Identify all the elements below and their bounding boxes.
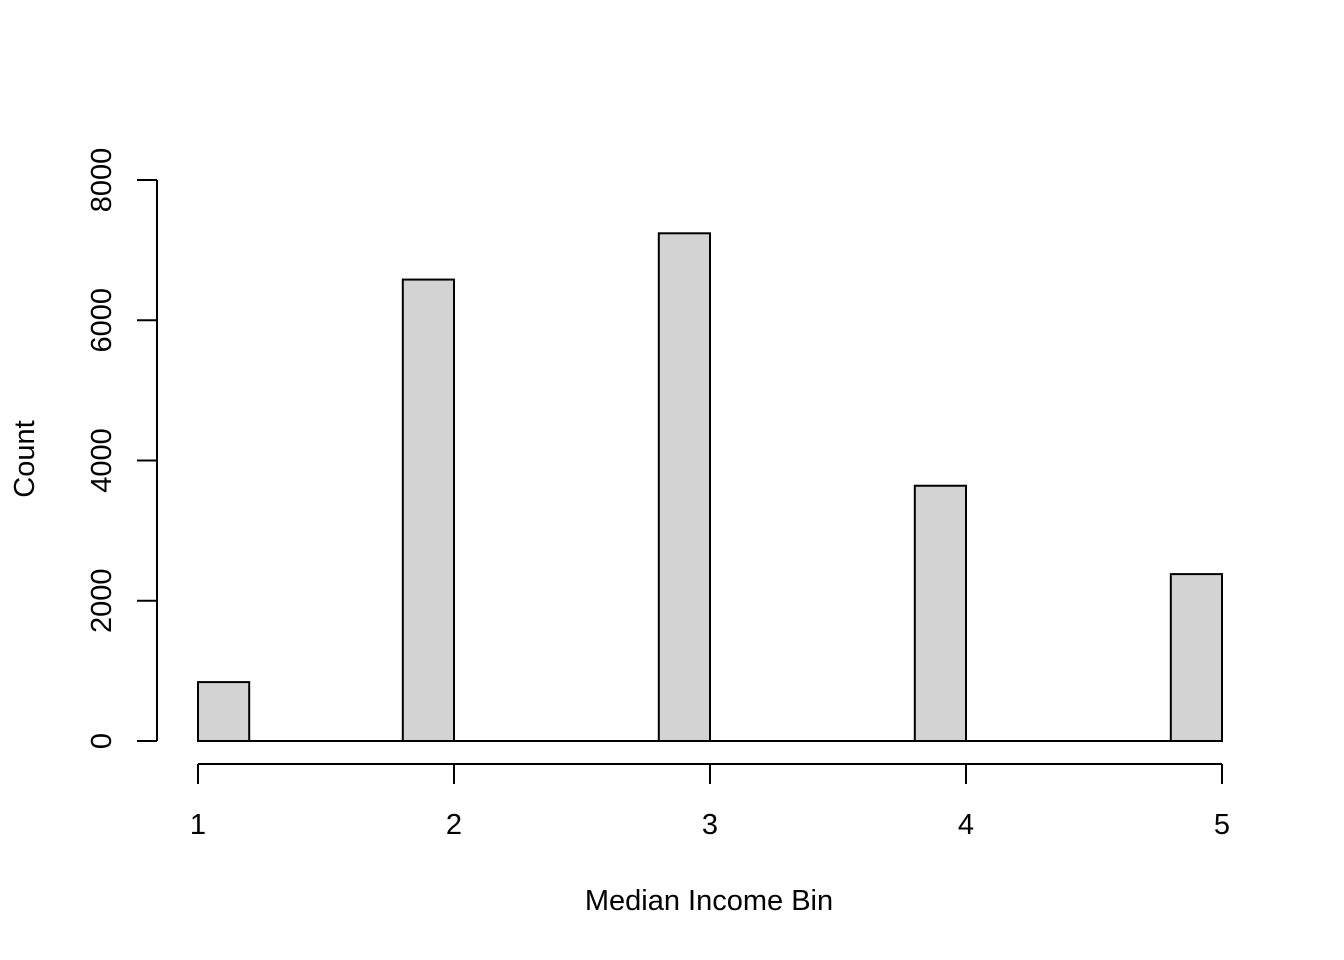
y-tick-label: 8000	[86, 148, 118, 213]
x-tick-label: 4	[958, 809, 974, 841]
y-axis-title: Count	[9, 420, 41, 497]
histogram-bar-4	[913, 484, 967, 742]
x-axis-title: Median Income Bin	[585, 885, 833, 917]
y-tick-label: 4000	[86, 428, 118, 493]
y-tick-label: 2000	[86, 568, 118, 633]
x-tick-label: 2	[446, 809, 462, 841]
y-tick-label: 0	[86, 733, 118, 749]
x-tick-label: 5	[1214, 809, 1230, 841]
x-axis: 1 2 3 4 5	[190, 763, 1230, 841]
y-tick-label: 6000	[86, 288, 118, 353]
histogram-bar-3	[657, 232, 711, 742]
histogram-bar-1	[197, 681, 251, 742]
histogram-bar-5	[1169, 573, 1224, 742]
y-axis: 0 2000 4000 6000 8000	[86, 148, 158, 749]
bars-group	[197, 232, 1224, 742]
histogram-bar-2	[401, 278, 455, 742]
x-tick-label: 3	[702, 809, 718, 841]
x-tick-label: 1	[190, 809, 206, 841]
